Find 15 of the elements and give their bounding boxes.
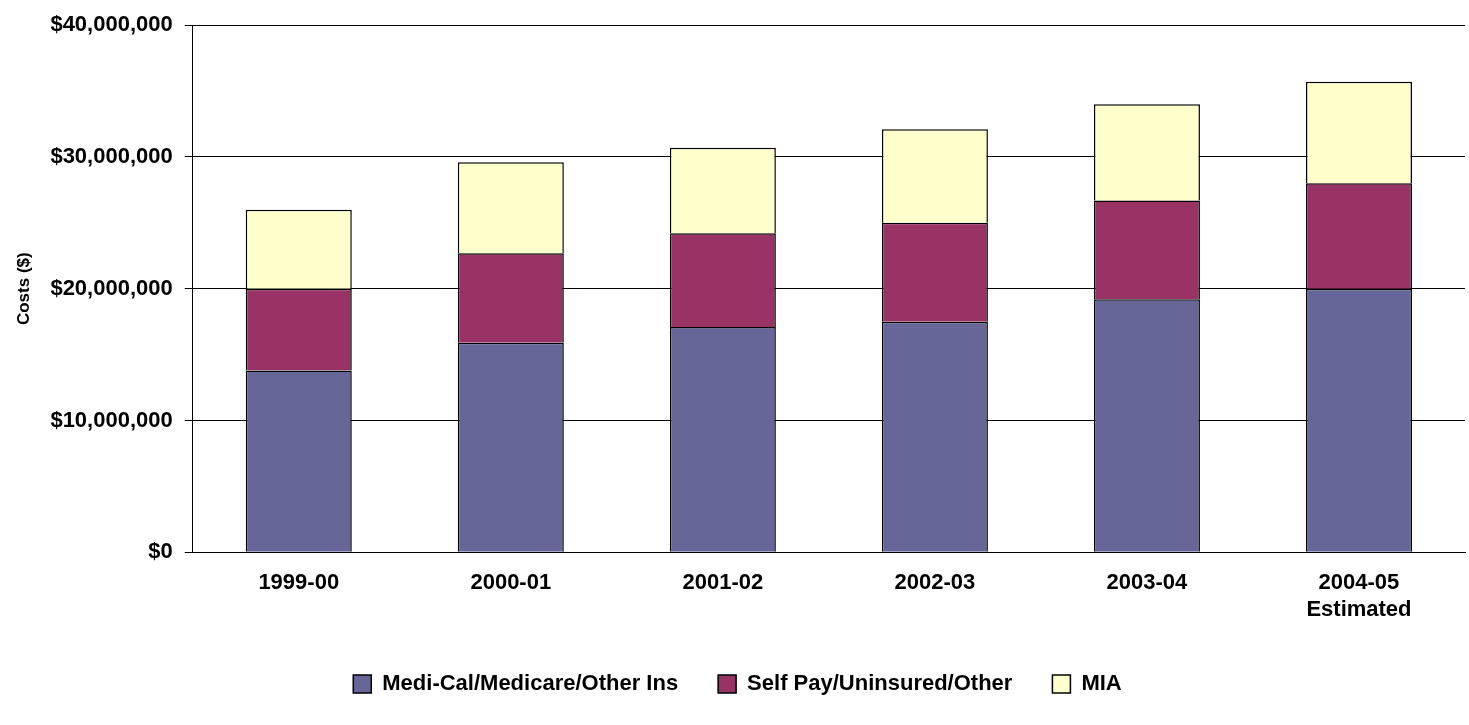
- y-tick-label: $30,000,000: [50, 143, 173, 169]
- y-tick-label: $0: [148, 538, 173, 564]
- y-tick-label: $20,000,000: [50, 274, 173, 300]
- y-axis-title: Costs ($): [13, 252, 33, 326]
- x-tick-label: 2004-05 Estimated: [1306, 569, 1412, 621]
- y-tick-label: $10,000,000: [50, 406, 173, 432]
- x-tick-label: 2001-02: [682, 569, 764, 595]
- x-tick-label: 2000-01: [470, 569, 552, 595]
- x-tick-label: 2003-04: [1106, 569, 1189, 595]
- x-tick-label: 2002-03: [894, 569, 976, 595]
- legend-label: MIA: [1081, 670, 1122, 696]
- legend-label: Medi-Cal/Medicare/Other Ins: [382, 670, 679, 696]
- y-tick-label: $40,000,000: [50, 11, 173, 37]
- x-tick-label: 1999-00: [258, 569, 340, 595]
- legend-label: Self Pay/Uninsured/Other: [747, 670, 1013, 696]
